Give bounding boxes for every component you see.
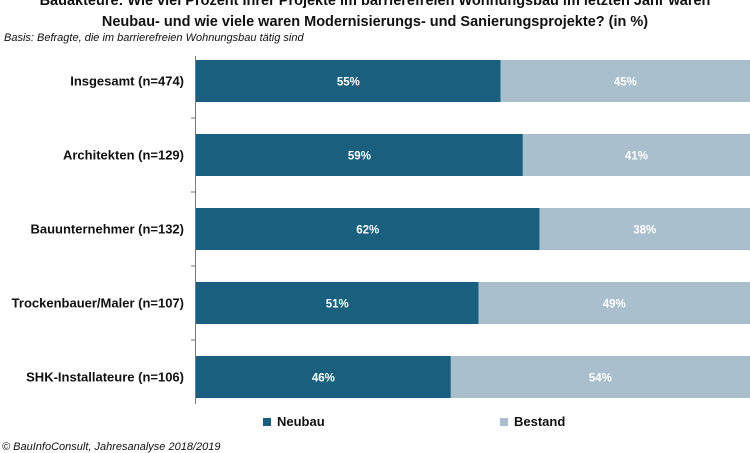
data-label-bestand: 45% (614, 77, 637, 89)
legend-label-neubau: Neubau (277, 414, 325, 429)
legend-item-neubau: Neubau (263, 414, 325, 429)
bar-neubau (196, 134, 523, 176)
bar-bestand (500, 60, 750, 102)
copyright-footer: © BauInfoConsult, Jahresanalyse 2018/201… (2, 441, 221, 453)
bar-neubau (196, 60, 501, 102)
data-label-neubau: 62% (356, 225, 379, 237)
title-line-1: Bauakteure: Wie viel Prozent Ihrer Proje… (39, 0, 711, 9)
bar-neubau (196, 356, 451, 398)
category-label: Trockenbauer/Maler (n=107) (12, 296, 184, 311)
category-label: Bauunternehmer (n=132) (30, 222, 184, 237)
data-label-bestand: 38% (633, 225, 656, 237)
bar-neubau (196, 282, 479, 324)
data-label-bestand: 49% (603, 299, 626, 311)
data-label-bestand: 41% (625, 151, 648, 163)
data-label-neubau: 51% (326, 299, 349, 311)
bar-bestand (539, 208, 750, 250)
bar-bestand (478, 282, 750, 324)
category-label: SHK-Installateure (n=106) (26, 370, 184, 385)
basis-note: Basis: Befragte, die im barrierefreien W… (4, 32, 304, 44)
bar-neubau (196, 208, 540, 250)
legend-swatch-neubau (263, 417, 271, 426)
data-label-neubau: 46% (312, 373, 335, 385)
data-label-neubau: 55% (337, 77, 360, 89)
bar-bestand (450, 356, 750, 398)
legend: Neubau Bestand (0, 414, 750, 432)
legend-item-bestand: Bestand (500, 414, 565, 429)
data-label-bestand: 54% (589, 373, 612, 385)
data-label-neubau: 59% (348, 151, 371, 163)
category-label: Architekten (n=129) (63, 148, 184, 163)
chart-title: Bauakteure: Wie viel Prozent Ihrer Proje… (0, 0, 750, 33)
title-line-2: Neubau- und wie viele waren Modernisieru… (101, 14, 649, 30)
category-label: Insgesamt (n=474) (70, 74, 184, 89)
legend-label-bestand: Bestand (514, 414, 566, 429)
bar-bestand (522, 134, 750, 176)
legend-swatch-bestand (500, 417, 508, 426)
stacked-bar-chart: Insgesamt (n=474) 55% 45% Architekten (n=12… (12, 56, 750, 404)
